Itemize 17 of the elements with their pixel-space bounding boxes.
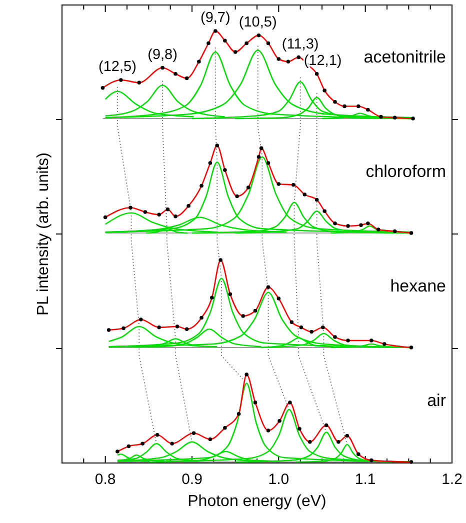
annotation: (12,1) bbox=[304, 52, 342, 69]
x-tick-label: 1.2 bbox=[442, 471, 462, 488]
annotation: (9,7) bbox=[200, 10, 230, 26]
annotation: (12,5) bbox=[98, 59, 136, 75]
annotation: air bbox=[427, 390, 446, 410]
x-tick-label: 0.9 bbox=[182, 471, 202, 488]
x-tick-label: 0.8 bbox=[94, 471, 116, 488]
annotation: chloroform bbox=[366, 162, 446, 181]
x-axis-title: Photon energy (eV) bbox=[188, 493, 326, 510]
annotation: hexane bbox=[390, 276, 446, 296]
annotation: (11,3) bbox=[282, 36, 319, 52]
x-tick-label: 1.1 bbox=[354, 471, 376, 488]
annotation: (9,8) bbox=[148, 46, 178, 63]
x-tick-label: 1.0 bbox=[268, 471, 290, 488]
y-axis-title: PL intensity (arb. units) bbox=[35, 152, 52, 316]
annotation: acetonitrile bbox=[364, 47, 446, 66]
annotation: (10,5) bbox=[238, 14, 277, 30]
